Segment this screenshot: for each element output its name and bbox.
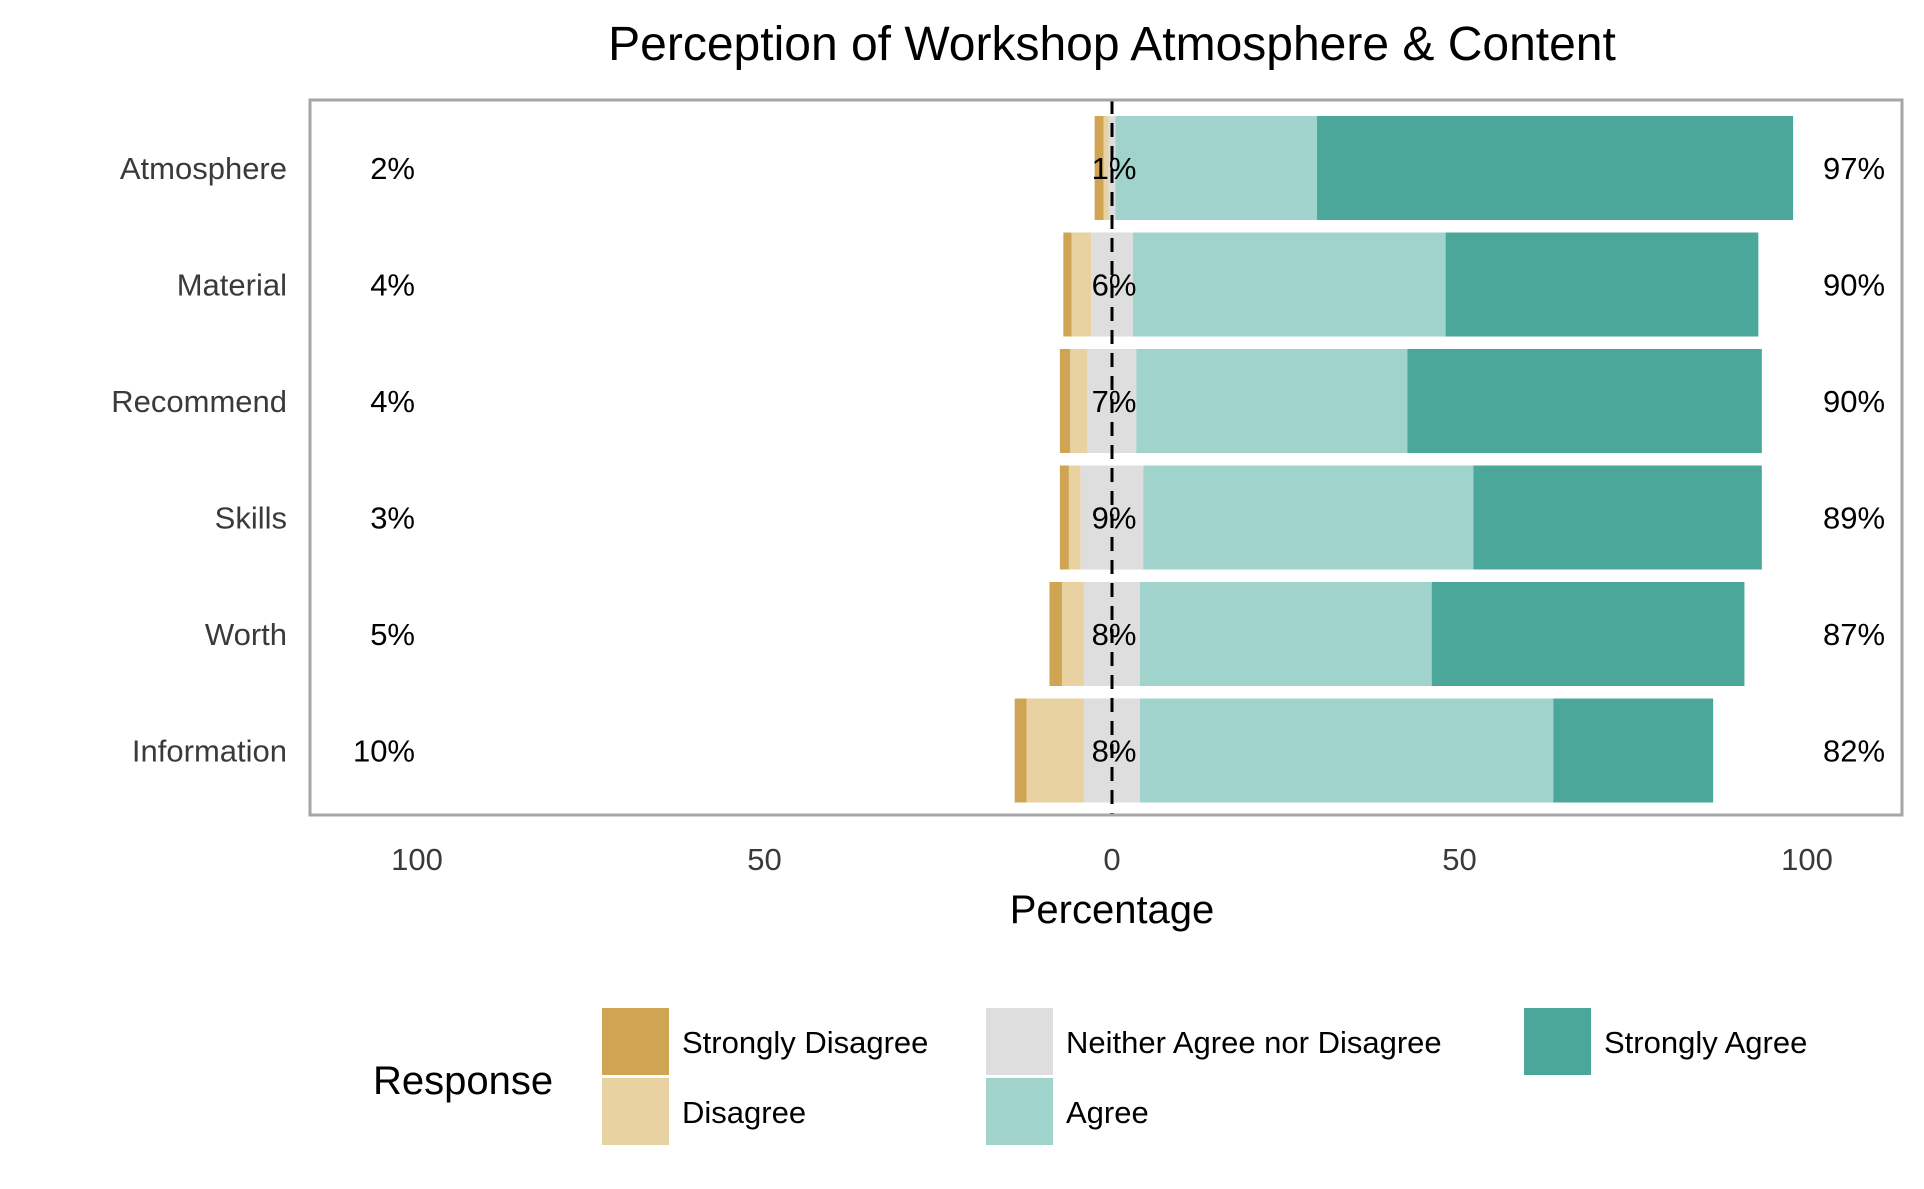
bar-skills-strongly-agree (1473, 465, 1762, 570)
bar-atmosphere-agree (1115, 116, 1318, 220)
low-percent-label: 10% (353, 734, 415, 769)
low-percent-label: 5% (370, 617, 415, 652)
x-tick-labels: 100 50 0 50 100 (391, 842, 1833, 877)
category-label: Atmosphere (120, 151, 287, 186)
high-percent-label: 97% (1823, 151, 1885, 186)
legend-label: Disagree (682, 1095, 806, 1130)
x-tick-label: 50 (747, 842, 781, 877)
x-tick-label: 100 (391, 842, 443, 877)
x-tick-label: 50 (1442, 842, 1476, 877)
legend-label: Strongly Agree (1604, 1025, 1807, 1060)
bar-worth-strongly-disagree (1049, 582, 1062, 686)
category-label: Material (177, 268, 287, 303)
neutral-percent-label: 6% (1092, 268, 1137, 303)
neutral-percent-label: 9% (1092, 501, 1137, 536)
x-axis-title: Percentage (1010, 888, 1215, 932)
category-label: Information (132, 734, 287, 769)
high-percent-label: 90% (1823, 384, 1885, 419)
neutral-percent-label: 8% (1092, 617, 1137, 652)
bar-recommend-disagree (1070, 349, 1088, 453)
bar-worth-agree (1139, 582, 1432, 686)
x-tick-label: 100 (1781, 842, 1833, 877)
neutral-percent-label: 1% (1092, 151, 1137, 186)
percent-labels: 2% 1% 97% 4% 6% 90% 4% 7% 90% 3% 9% 89% 5% 8% 87% 10% 8%… (353, 151, 1885, 769)
legend: Strongly Disagree Disagree Neither Agree n… (602, 1008, 1807, 1145)
bar-material-disagree (1071, 232, 1092, 337)
legend-swatch-disagree (602, 1078, 669, 1145)
high-percent-label: 82% (1823, 734, 1885, 769)
bar-material-strongly-agree (1445, 232, 1759, 337)
low-percent-label: 4% (370, 268, 415, 303)
bar-skills-agree (1143, 465, 1474, 570)
category-label: Worth (205, 617, 287, 652)
low-percent-label: 2% (370, 151, 415, 186)
bar-worth-strongly-agree (1431, 582, 1745, 686)
category-label: Skills (215, 501, 287, 536)
legend-swatch-strongly-disagree (602, 1008, 669, 1075)
bar-atmosphere-disagree (1103, 116, 1109, 220)
legend-swatch-neither-agree-nor-disagree (986, 1008, 1053, 1075)
bar-material-agree (1132, 232, 1446, 337)
legend-swatch-agree (986, 1078, 1053, 1145)
bar-information-strongly-agree (1553, 698, 1714, 803)
legend-label: Neither Agree nor Disagree (1066, 1025, 1442, 1060)
high-percent-label: 87% (1823, 617, 1885, 652)
bar-worth-disagree (1061, 582, 1085, 686)
x-tick-label: 0 (1103, 842, 1120, 877)
category-labels: Atmosphere Material Recommend Skills Worth In… (111, 151, 287, 769)
high-percent-label: 89% (1823, 501, 1885, 536)
bar-information-disagree (1026, 698, 1085, 803)
neutral-percent-label: 7% (1092, 384, 1137, 419)
bar-atmosphere-strongly-disagree (1094, 116, 1104, 220)
legend-swatch-strongly-agree (1524, 1008, 1591, 1075)
bars (1014, 116, 1794, 803)
legend-label: Agree (1066, 1095, 1149, 1130)
plot-panel-border (308, 98, 1904, 817)
category-label: Recommend (111, 384, 287, 419)
bar-recommend-agree (1136, 349, 1408, 453)
bar-atmosphere-neither-agree-nor-disagree (1108, 116, 1116, 220)
bar-material-strongly-disagree (1063, 232, 1072, 337)
bar-skills-disagree (1068, 465, 1081, 570)
bar-recommend-strongly-agree (1407, 349, 1762, 453)
low-percent-label: 4% (370, 384, 415, 419)
legend-label: Strongly Disagree (682, 1025, 928, 1060)
bar-information-agree (1139, 698, 1554, 803)
bar-skills-strongly-disagree (1059, 465, 1069, 570)
bar-recommend-strongly-disagree (1059, 349, 1071, 453)
low-percent-label: 3% (370, 501, 415, 536)
bar-information-strongly-disagree (1014, 698, 1027, 803)
bar-atmosphere-strongly-agree (1317, 116, 1794, 220)
neutral-percent-label: 8% (1092, 734, 1137, 769)
chart-title: Perception of Workshop Atmosphere & Cont… (608, 18, 1616, 71)
legend-title: Response (373, 1059, 553, 1103)
high-percent-label: 90% (1823, 268, 1885, 303)
